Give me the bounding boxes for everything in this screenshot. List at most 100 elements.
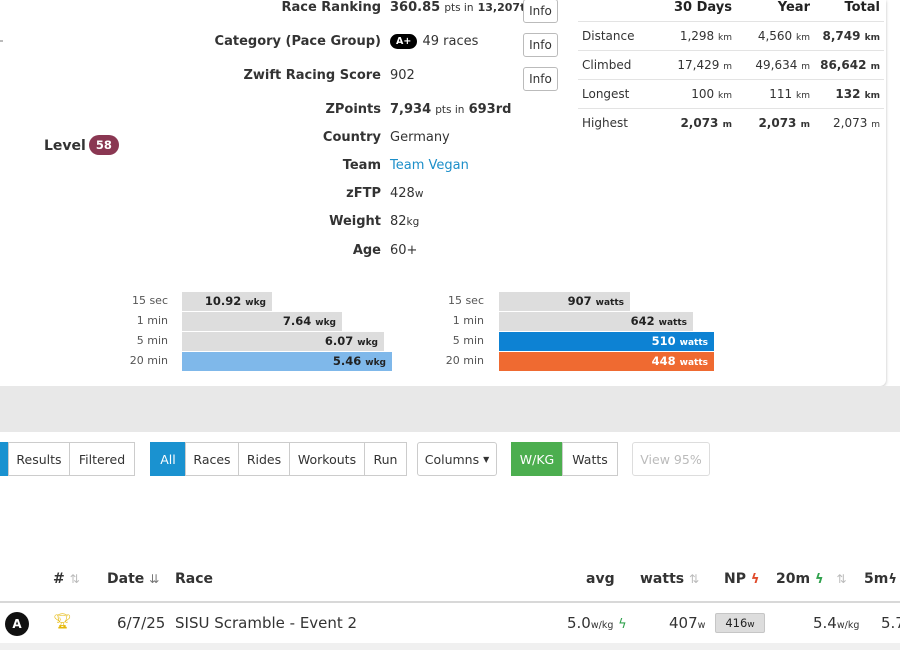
filter-workouts-button[interactable]: Workouts	[289, 442, 365, 476]
level-badge: 58	[88, 135, 119, 155]
col-header-np[interactable]: NP ϟ	[724, 571, 760, 587]
watts-time-label: 5 min	[452, 334, 484, 347]
lightning-icon: ϟ	[888, 572, 897, 587]
stats-row-label: Longest	[578, 78, 664, 108]
team-link[interactable]: Team Vegan	[390, 158, 469, 173]
stats-row-label: Distance	[578, 20, 664, 50]
col-header-num[interactable]: # ⇅	[53, 571, 80, 587]
wkg-time-label: 5 min	[136, 334, 168, 347]
racing-score-info-button[interactable]: Info	[523, 67, 558, 91]
row-divider	[0, 643, 900, 650]
columns-dropdown[interactable]: Columns ▼	[417, 442, 497, 476]
section-divider	[0, 386, 900, 432]
watts-time-label: 15 sec	[447, 294, 484, 307]
category-value: A+ 49 races	[390, 34, 478, 49]
stats-cell: 4,560 km	[736, 20, 814, 50]
watts-bar-5min: 510 watts	[499, 332, 714, 351]
stats-row: Climbed 17,429 m 49,634 m 86,642 m	[578, 49, 884, 79]
col-header-5m[interactable]: 5mϟ	[864, 571, 897, 587]
level-label: Level	[44, 138, 86, 154]
watts-time-label: 1 min	[452, 314, 484, 327]
filter-rides-button[interactable]: Rides	[238, 442, 290, 476]
weight-value: 82kg	[390, 214, 420, 229]
col-header-race[interactable]: Race	[175, 571, 214, 587]
stats-row-label: Highest	[578, 107, 664, 137]
category-badge: A+	[390, 34, 418, 49]
racing-score-value: 902	[390, 68, 415, 83]
watts-bar-20min: 448 watts	[499, 352, 714, 371]
age-value: 60+	[390, 243, 418, 258]
stats-cell: 49,634 m	[736, 49, 814, 79]
stats-cell: 100 km	[664, 78, 736, 108]
level: Level 58	[44, 135, 119, 155]
wkg-bar-20min: 5.46 wkg	[182, 352, 392, 371]
watts-toggle-button[interactable]: Watts	[562, 442, 618, 476]
col-header-avg[interactable]: avg	[586, 571, 615, 587]
stats-cell: 1,298 km	[664, 20, 736, 50]
view-95-button[interactable]: View 95%	[632, 442, 710, 476]
wkg-time-label: 1 min	[136, 314, 168, 327]
zftp-value: 428w	[390, 186, 424, 201]
filter-run-button[interactable]: Run	[364, 442, 407, 476]
header-divider	[0, 601, 900, 603]
results-button[interactable]: Results	[8, 442, 70, 476]
col-header-20m[interactable]: 20m ϟ ⇅	[776, 571, 847, 587]
edge-mark	[0, 40, 3, 42]
col-header-watts[interactable]: watts ⇅	[640, 571, 700, 587]
country-label: Country	[322, 130, 381, 145]
trophy-icon: 🏆︎	[53, 612, 73, 630]
race-ranking-info-button[interactable]: Info	[523, 0, 558, 23]
col-header-date[interactable]: Date ⇊	[107, 571, 160, 587]
caret-down-icon: ▼	[483, 454, 490, 464]
20m-value: 5.4w/kg	[813, 614, 860, 632]
stats-cell: 17,429 m	[664, 49, 736, 79]
racing-score-label: Zwift Racing Score	[243, 68, 381, 83]
5m-value: 5.7	[881, 614, 900, 632]
category-info-button[interactable]: Info	[523, 33, 558, 57]
stats-row: Distance 1,298 km 4,560 km 8,749 km	[578, 20, 884, 50]
watts-bar-15sec: 907 watts	[499, 292, 630, 311]
stats-header-total: Total	[844, 0, 880, 15]
stats-cell: 132 km	[814, 78, 884, 108]
avg-value: 5.0w/kg ϟ	[567, 614, 627, 632]
sort-icon: ⇅	[69, 572, 80, 586]
watts-bar-1min: 642 watts	[499, 312, 693, 331]
watts-time-label: 20 min	[445, 354, 484, 367]
lightning-icon: ϟ	[814, 572, 824, 587]
wkg-bar-5min: 6.07 wkg	[182, 332, 384, 351]
wkg-time-label: 15 sec	[131, 294, 168, 307]
country-value: Germany	[390, 130, 450, 145]
stats-cell: 2,073 m	[664, 107, 736, 137]
wkg-time-label: 20 min	[129, 354, 168, 367]
stats-header-year: Year	[777, 0, 810, 15]
stats-table: 30 Days Year Total Distance 1,298 km 4,5…	[578, 0, 884, 137]
wkg-toggle-button[interactable]: W/KG	[511, 442, 563, 476]
lightning-icon: ϟ	[750, 572, 760, 587]
weight-label: Weight	[329, 214, 381, 229]
filtered-button[interactable]: Filtered	[69, 442, 135, 476]
lightning-icon: ϟ	[618, 617, 627, 632]
team-label: Team	[342, 158, 381, 173]
sort-icon: ⇅	[688, 572, 700, 586]
race-link[interactable]: SISU Scramble - Event 2	[175, 614, 358, 632]
stats-cell: 86,642 m	[814, 49, 884, 79]
category-a-badge: A	[5, 612, 29, 636]
stats-row-label: Climbed	[578, 49, 664, 79]
watts-value: 407w	[669, 614, 706, 632]
view-toggle-edge[interactable]	[0, 442, 8, 476]
stats-row: Highest 2,073 m 2,073 m 2,073 m	[578, 107, 884, 137]
filter-races-button[interactable]: Races	[185, 442, 239, 476]
stats-header-row: 30 Days Year Total	[578, 0, 884, 21]
filter-all-button[interactable]: All	[150, 442, 186, 476]
stats-header-30days: 30 Days	[674, 0, 732, 15]
age-label: Age	[352, 243, 381, 258]
race-ranking-label: Race Ranking	[281, 0, 381, 15]
stats-row: Longest 100 km 111 km 132 km	[578, 78, 884, 108]
category-label: Category (Pace Group)	[214, 34, 381, 49]
stats-cell: 8,749 km	[814, 20, 884, 50]
sort-desc-icon: ⇊	[149, 572, 160, 586]
zftp-label: zFTP	[346, 186, 381, 201]
stats-cell: 2,073 m	[814, 107, 884, 137]
zpoints-value: 7,934 pts in 693rd	[390, 102, 512, 117]
columns-label: Columns	[424, 451, 480, 467]
